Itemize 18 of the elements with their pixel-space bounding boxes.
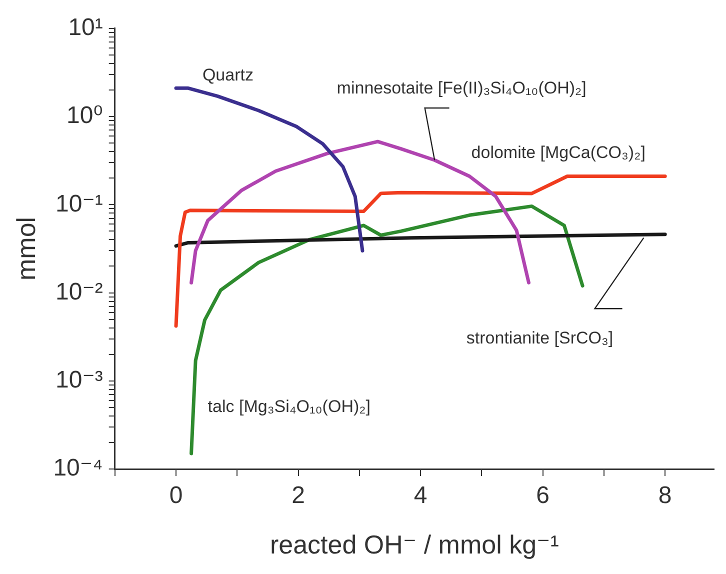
series-label: dolomite [MgCa(CO₃)₂] xyxy=(471,143,646,162)
x-tick-label: 8 xyxy=(658,482,672,510)
y-tick-label: 10⁻³ xyxy=(56,366,103,394)
y-tick-label: 10⁻⁴ xyxy=(53,454,103,482)
y-tick-label: 10⁻² xyxy=(56,278,103,306)
x-tick-label: 6 xyxy=(536,482,550,510)
text: minnesotaite [Fe(II)₃Si₄O₁₀(OH)₂] xyxy=(336,78,586,98)
series-label: Quartz xyxy=(202,65,254,84)
y-tick-label: 10⁰ xyxy=(66,102,103,130)
y-tick-label: 10⁻¹ xyxy=(56,190,103,218)
text: strontianite [SrCO₃] xyxy=(466,328,614,348)
x-axis-title: reacted OH⁻ / mmol kg⁻¹ xyxy=(270,530,560,560)
y-axis-title: mmol xyxy=(10,216,41,280)
x-tick-label: 2 xyxy=(292,482,305,510)
series-label: talc [Mg₃Si₄O₁₀(OH)₂] xyxy=(208,397,370,416)
y-tick-label: 10¹ xyxy=(68,14,103,42)
x-tick-label: 4 xyxy=(414,482,428,510)
x-tick-label: 0 xyxy=(169,482,183,510)
